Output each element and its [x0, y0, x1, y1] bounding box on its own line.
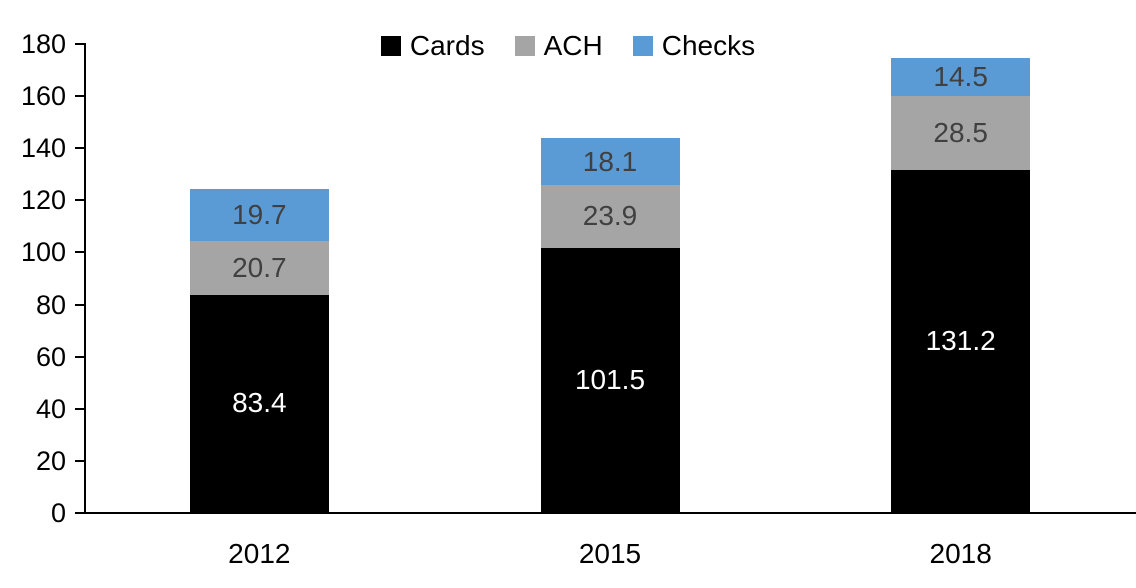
legend-swatch-icon — [380, 36, 401, 56]
bar-segment-ach-2015: 23.9 — [540, 185, 680, 248]
y-axis-tick-label: 0 — [50, 498, 66, 528]
bar-value-label: 18.1 — [582, 145, 638, 177]
legend-swatch-icon — [514, 36, 535, 56]
y-axis-tick-mark — [75, 43, 84, 45]
x-axis-line — [84, 512, 1136, 514]
y-axis-tick-mark — [75, 355, 84, 358]
legend-swatch-icon — [632, 36, 653, 56]
bar-value-label: 20.7 — [232, 251, 287, 283]
bar-segment-cards-2012: 83.4 — [189, 294, 329, 512]
y-axis-tick-label: 180 — [20, 29, 66, 59]
bar-segment-ach-2018: 28.5 — [891, 95, 1031, 171]
bar-segment-cards-2015: 101.5 — [540, 247, 680, 512]
bar-value-label: 131.2 — [925, 325, 996, 357]
y-axis-tick-label: 20 — [35, 445, 66, 476]
y-axis-tick-mark — [75, 303, 84, 306]
bar-value-label: 28.5 — [933, 117, 988, 149]
y-axis-tick-mark — [75, 95, 84, 98]
y-axis-tick-label: 120 — [20, 185, 66, 216]
legend-item-cards: Cards — [380, 30, 485, 62]
y-axis-tick-label: 60 — [35, 341, 66, 372]
x-axis-label-2018: 2018 — [929, 538, 992, 569]
bar-segment-checks-2015: 18.1 — [540, 138, 680, 186]
bar-value-label: 14.5 — [933, 60, 988, 92]
legend-label: Cards — [409, 30, 485, 61]
legend-item-ach: ACH — [514, 30, 603, 62]
y-axis-tick-mark — [75, 147, 84, 150]
chart-legend: Cards ACH Checks — [0, 30, 1136, 62]
y-axis-tick-mark — [75, 459, 84, 462]
y-axis-tick-mark — [75, 512, 84, 514]
y-axis-tick-mark — [75, 251, 84, 254]
bar-value-label: 83.4 — [232, 387, 287, 419]
y-axis-tick-label: 160 — [20, 81, 66, 112]
bar-segment-checks-2018: 14.5 — [891, 58, 1031, 96]
legend-label: Checks — [661, 30, 756, 61]
y-axis-line — [84, 43, 86, 514]
bar-value-label: 19.7 — [232, 199, 287, 231]
y-axis-tick-label: 100 — [20, 237, 66, 268]
y-axis-tick-label: 140 — [20, 133, 66, 164]
y-axis-tick-mark — [75, 407, 84, 410]
y-axis-tick-label: 80 — [35, 289, 66, 320]
legend-item-checks: Checks — [632, 30, 756, 62]
x-axis-label-2015: 2015 — [578, 538, 642, 569]
bar-value-label: 101.5 — [574, 363, 646, 395]
bar-segment-cards-2018: 131.2 — [891, 170, 1031, 512]
x-axis-label-2012: 2012 — [228, 538, 291, 569]
y-axis-tick-label: 40 — [35, 393, 66, 424]
bar-value-label: 23.9 — [582, 200, 638, 232]
bar-segment-ach-2012: 20.7 — [189, 240, 329, 295]
bar-segment-checks-2012: 19.7 — [189, 189, 329, 241]
y-axis-tick-mark — [75, 199, 84, 202]
legend-label: ACH — [543, 30, 603, 61]
